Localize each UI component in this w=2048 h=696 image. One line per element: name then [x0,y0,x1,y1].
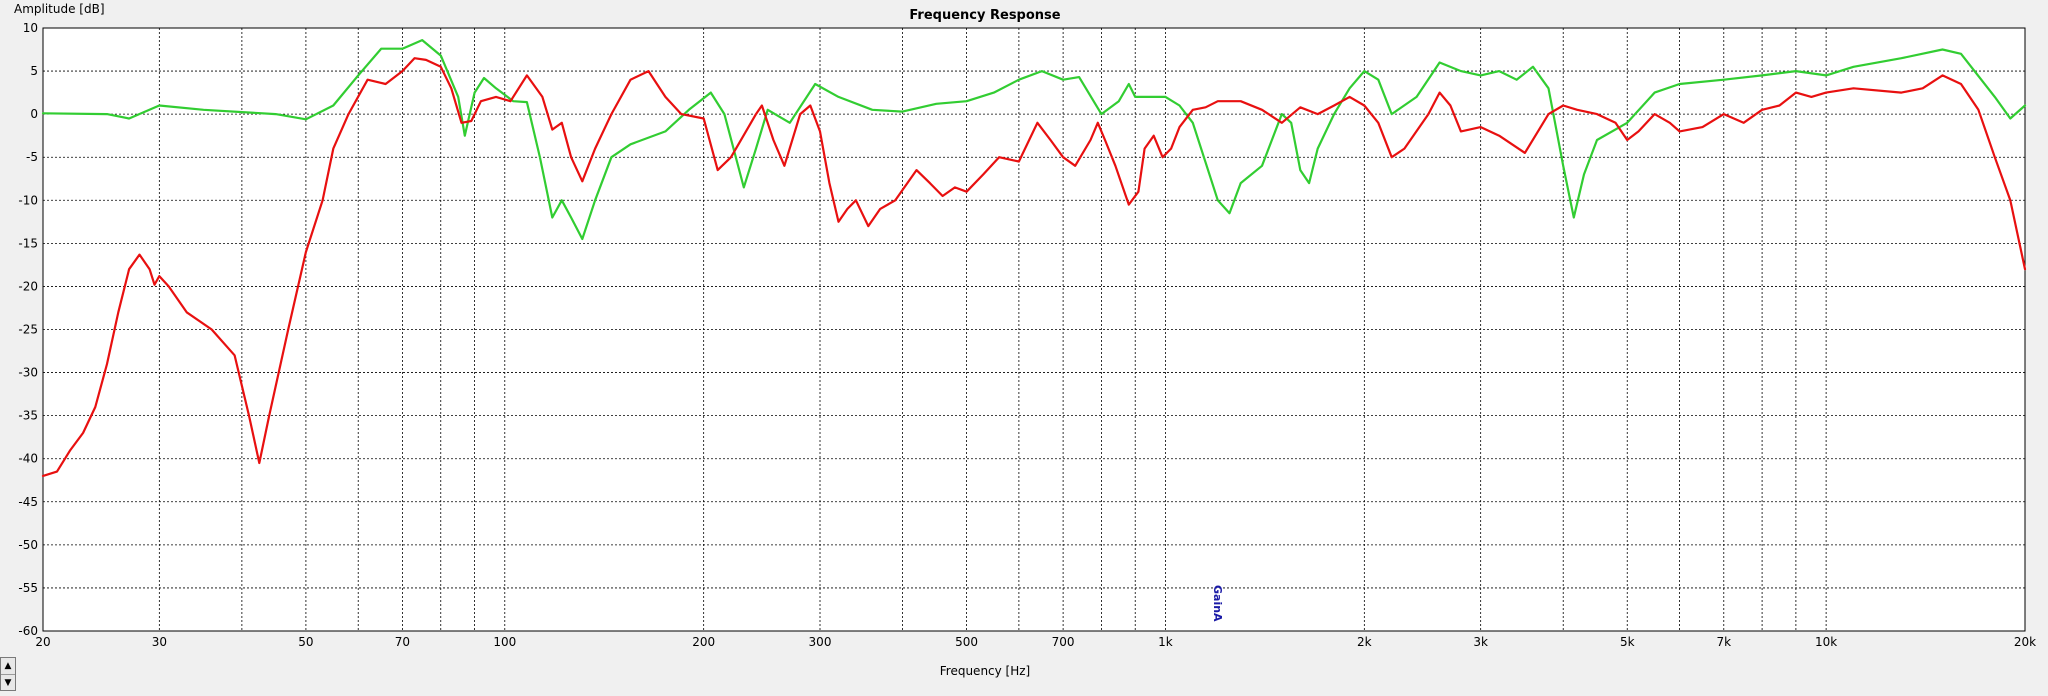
x-tick-label: 70 [395,635,410,649]
x-tick-label: 700 [1052,635,1075,649]
x-tick-label: 300 [809,635,832,649]
y-tick-label: 0 [30,107,38,121]
x-tick-label: 10k [1815,635,1837,649]
x-tick-label: 5k [1620,635,1635,649]
scroll-spinner[interactable]: ▲ ▼ [0,657,16,691]
y-tick-label: -10 [18,193,38,207]
y-tick-label: -15 [18,236,38,250]
y-tick-label: -25 [18,323,38,337]
y-tick-label: -35 [18,409,38,423]
x-axis-label: Frequency [Hz] [940,664,1031,678]
x-tick-label: 1k [1158,635,1173,649]
scroll-up-arrow-icon[interactable]: ▲ [4,661,12,671]
y-tick-label: -50 [18,538,38,552]
chart-title: Frequency Response [909,8,1060,23]
x-tick-label: 7k [1716,635,1731,649]
x-tick-label: 30 [152,635,167,649]
y-tick-label: -40 [18,452,38,466]
x-tick-label: 100 [493,635,516,649]
y-tick-label: -45 [18,495,38,509]
y-tick-label: 5 [30,64,38,78]
y-tick-label: -20 [18,279,38,293]
x-tick-label: 500 [955,635,978,649]
y-tick-label: -60 [18,624,38,638]
scroll-down-arrow-icon[interactable]: ▼ [1,674,15,691]
x-tick-label: 20k [2014,635,2036,649]
axis-ticks: 1050-5-10-15-20-25-30-35-40-45-50-55-602… [18,21,2036,649]
x-tick-label: 3k [1473,635,1488,649]
marker-label-gaina: GainA [1211,585,1224,622]
y-tick-label: -55 [18,581,38,595]
x-tick-label: 200 [692,635,715,649]
markers: GainA [1211,585,1224,622]
x-tick-label: 20 [35,635,50,649]
x-tick-label: 50 [298,635,313,649]
series-lines [41,39,2027,477]
y-axis-label: Amplitude [dB] [14,2,105,16]
series-line-red [41,57,2027,477]
y-tick-label: -30 [18,366,38,380]
y-tick-label: -5 [26,150,38,164]
series-line-green [41,39,2027,241]
x-tick-label: 2k [1357,635,1372,649]
y-tick-label: 10 [23,21,38,35]
